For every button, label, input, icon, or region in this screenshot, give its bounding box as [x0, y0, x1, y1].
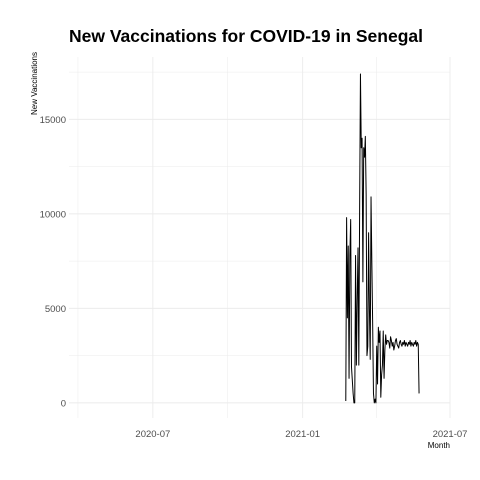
- y-tick-label: 10000: [40, 209, 66, 220]
- series-layer: [345, 73, 420, 404]
- major-gridlines: [69, 57, 451, 418]
- x-axis-title: Month: [428, 441, 450, 450]
- series-line: [345, 73, 420, 404]
- chart-title: New Vaccinations for COVID-19 in Senegal: [69, 26, 423, 46]
- y-tick-label: 0: [61, 398, 66, 409]
- x-axis-ticks: 2020-07 2021-01 2021-07: [135, 429, 467, 440]
- x-tick-label: 2020-07: [135, 429, 170, 440]
- x-tick-label: 2021-01: [285, 429, 320, 440]
- y-axis-ticks: 0 5000 10000 15000: [40, 115, 66, 410]
- minor-gridlines: [69, 57, 450, 418]
- x-tick-label: 2021-07: [433, 429, 468, 440]
- y-tick-label: 5000: [45, 304, 66, 315]
- y-tick-label: 15000: [40, 115, 66, 126]
- y-axis-title: New Vaccinations: [30, 52, 39, 115]
